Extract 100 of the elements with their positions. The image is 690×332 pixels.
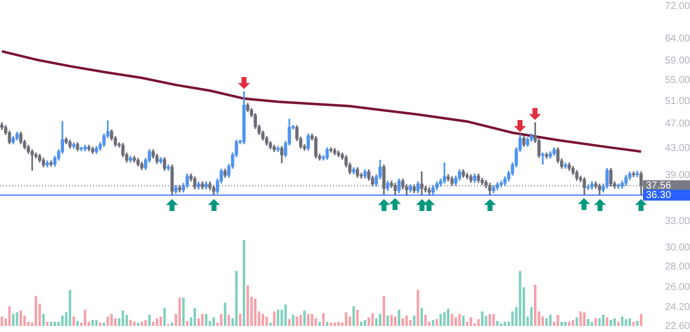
bar — [534, 284, 536, 326]
ref-line-label: 37.56 — [646, 180, 672, 192]
bar — [163, 308, 166, 326]
bar — [72, 316, 75, 326]
bar — [628, 318, 631, 326]
bar — [496, 320, 499, 326]
bar — [500, 323, 502, 326]
bar — [133, 322, 136, 326]
bar — [613, 318, 616, 326]
bar — [360, 322, 362, 326]
bar — [386, 316, 389, 326]
bar — [454, 317, 458, 326]
bar — [504, 322, 506, 326]
bar — [477, 319, 480, 326]
y-tick-label: 28.00 — [664, 262, 690, 273]
bar — [224, 302, 226, 326]
bar — [466, 322, 468, 326]
bar — [572, 320, 574, 326]
bar — [579, 311, 582, 326]
bar — [68, 290, 72, 326]
bar — [61, 316, 64, 326]
bar — [204, 314, 208, 326]
bar — [594, 318, 597, 326]
bar — [617, 322, 620, 326]
bar — [292, 314, 294, 326]
bar — [405, 316, 408, 326]
bar — [368, 317, 370, 326]
bar — [443, 312, 446, 326]
bar — [337, 322, 340, 326]
bar — [432, 320, 434, 326]
bar — [91, 320, 94, 326]
bar — [583, 312, 586, 326]
bar — [228, 314, 230, 326]
bar — [382, 296, 386, 326]
y-tick-label: 47.00 — [664, 118, 690, 130]
bar — [197, 318, 200, 326]
bar — [99, 322, 102, 326]
y-tick-label: 55.00 — [664, 75, 690, 86]
bar — [322, 313, 325, 326]
y-tick-label: 26.00 — [664, 282, 690, 294]
bar — [636, 320, 639, 326]
bar — [54, 322, 56, 326]
ref-line-label: 36.30 — [646, 190, 672, 201]
bar — [378, 314, 382, 326]
bar — [530, 307, 533, 326]
bar — [564, 322, 567, 326]
bar — [16, 312, 18, 326]
bar — [556, 314, 560, 326]
bar — [602, 314, 605, 326]
bar — [238, 314, 242, 326]
y-tick-label: 64.00 — [664, 33, 690, 44]
bar — [178, 298, 181, 326]
bar — [84, 310, 86, 326]
bar — [284, 304, 287, 326]
bar — [106, 316, 110, 326]
bar — [375, 318, 378, 326]
bar — [0, 316, 4, 326]
bar — [46, 322, 49, 326]
bar — [560, 322, 563, 326]
bar — [620, 316, 624, 326]
bar — [439, 314, 442, 326]
y-tick-label: 72.00 — [664, 0, 690, 12]
bar — [136, 322, 140, 326]
bar — [416, 290, 420, 326]
bar — [194, 308, 196, 326]
bar — [590, 322, 594, 326]
y-tick-label: 30.00 — [664, 242, 690, 254]
bar — [288, 319, 291, 326]
bar — [262, 314, 264, 326]
bar — [144, 320, 147, 326]
bar — [568, 322, 570, 326]
bar — [95, 320, 98, 326]
bar — [310, 314, 314, 326]
bar — [50, 322, 52, 326]
bar — [398, 310, 400, 326]
bar — [307, 314, 310, 326]
bar — [549, 314, 552, 326]
bar — [235, 270, 238, 326]
bar — [356, 310, 359, 326]
bar — [246, 286, 249, 326]
bar — [458, 314, 461, 326]
y-tick-label: 24.20 — [664, 302, 690, 313]
bar — [409, 320, 412, 326]
bar — [8, 306, 11, 326]
bar — [254, 298, 257, 326]
bar — [76, 320, 79, 326]
bar — [34, 296, 38, 326]
bar — [394, 316, 396, 326]
bar — [170, 322, 174, 326]
bar — [492, 314, 495, 326]
bar — [152, 322, 154, 326]
bar — [436, 319, 438, 326]
y-tick-label: 22.60 — [664, 320, 690, 332]
bar — [610, 320, 612, 326]
bar — [352, 306, 355, 326]
bar — [632, 322, 635, 326]
bar — [122, 310, 124, 326]
bar — [12, 314, 14, 326]
bar — [420, 308, 423, 326]
bar — [265, 316, 268, 326]
